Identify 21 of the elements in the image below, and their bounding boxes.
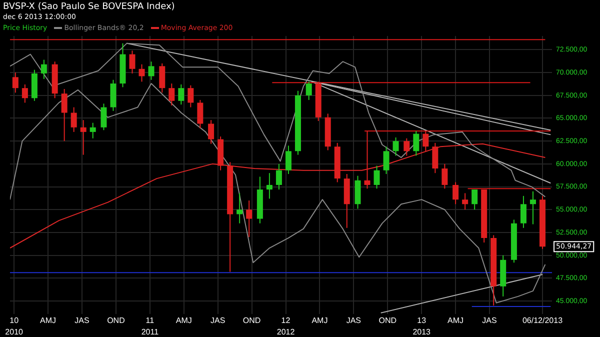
x-tick-label: JAS — [210, 316, 226, 325]
x-tick-label: OND — [242, 316, 261, 325]
x-tick-label: OND — [378, 316, 397, 325]
x-tick-label: JAS — [74, 316, 90, 325]
x-tick-label: JAS — [346, 316, 362, 325]
x-tick-label: JAS — [482, 316, 497, 325]
x-tick-label: 10 — [10, 316, 20, 325]
x-tick-label: AMJ — [448, 316, 464, 325]
x-tick-label: AMJ — [312, 316, 328, 325]
x-tick-label: 06/12/2013 — [522, 316, 564, 325]
x2-tick-label: 2012 — [276, 327, 296, 336]
x2-tick-label: 2010 — [5, 327, 24, 336]
x-tick-label: AMJ — [176, 316, 192, 325]
x2-tick-label: 2013 — [412, 327, 432, 336]
x-tick-label: AMJ — [40, 316, 56, 325]
x-tick-label: OND — [107, 316, 126, 325]
x2-tick-label: 2011 — [141, 327, 160, 336]
chart-title: BVSP-X (Sao Paulo Se BOVESPA Index) — [3, 2, 176, 12]
x-tick-label: 12 — [281, 316, 291, 325]
x-tick-label: 11 — [146, 316, 155, 325]
x-tick-label: 13 — [417, 316, 427, 325]
